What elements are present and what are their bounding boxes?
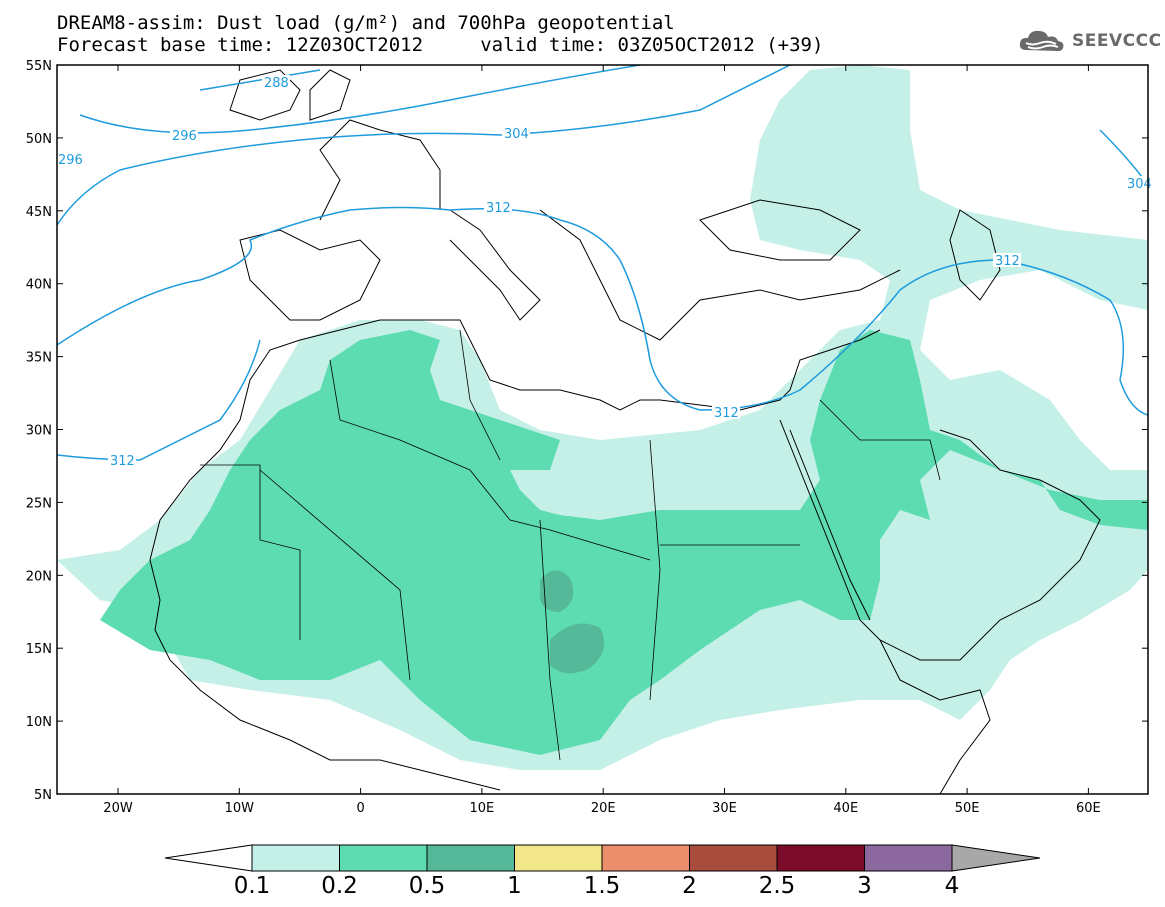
lat-label: 5N: [34, 788, 52, 803]
contour-labels: 288 296 304 312 312 312 312 304 296: [57, 75, 1152, 469]
lon-label: 20E: [591, 801, 616, 816]
colorbar-label: 1.5: [584, 873, 621, 899]
colorbar-label: 2: [682, 873, 697, 899]
colorbar-box: [601, 844, 690, 872]
longitude-axis: 20W 10W 0 10E 20E 30E 40E 50E 60E: [103, 65, 1101, 816]
seevccc-logo: SEEVCCC: [1018, 26, 1162, 56]
colorbar-box: [251, 844, 340, 872]
colorbar: 0.1 0.2 0.5 1 1.5 2 2.5 3 4: [164, 844, 1041, 899]
lat-label: 35N: [26, 351, 52, 366]
colorbar-box: [426, 844, 515, 872]
contour-label-312-a: 312: [486, 201, 511, 216]
colorbar-label: 2.5: [759, 873, 796, 899]
map-title-line-2: Forecast base time: 12Z03OCT2012 valid t…: [57, 34, 824, 56]
colorbar-label: 1: [507, 873, 522, 899]
colorbar-label: 0.5: [409, 873, 446, 899]
lon-label: 10W: [225, 801, 255, 816]
contour-label-312-d: 312: [110, 454, 135, 469]
lat-label: 10N: [26, 715, 52, 730]
lat-label: 15N: [26, 642, 52, 657]
colorbar-box: [776, 844, 865, 872]
colorbar-label: 0.1: [234, 873, 271, 899]
dust-shade-0.5-1: [540, 570, 605, 674]
lon-label: 40E: [833, 801, 858, 816]
lat-label: 20N: [26, 569, 52, 584]
colorbar-below-arrow: [164, 844, 253, 872]
lon-label: 10E: [470, 801, 495, 816]
contour-label-312-b: 312: [714, 406, 739, 421]
coastlines: [149, 69, 1101, 794]
geopotential-contours: [57, 65, 1148, 461]
contour-label-296: 296: [172, 129, 197, 144]
dust-shade-0.2-0.5: [100, 330, 1148, 755]
lat-label: 40N: [26, 278, 52, 293]
colorbar-label: 3: [857, 873, 872, 899]
lat-label: 25N: [26, 496, 52, 511]
logo-text: SEEVCCC: [1072, 31, 1162, 51]
latitude-axis: 55N 50N 45N 40N 35N 30N 25N 20N 15N 10N 5N: [26, 59, 1148, 803]
contour-label-304-b: 304: [1127, 177, 1152, 192]
country-borders: [200, 329, 941, 761]
lon-label: 0: [356, 801, 364, 816]
lat-label: 45N: [26, 205, 52, 220]
colorbar-above-arrow: [951, 844, 1041, 872]
colorbar-box: [864, 844, 953, 872]
cloud-icon: [1019, 30, 1064, 51]
colorbar-label: 0.2: [321, 873, 358, 899]
lon-label: 20W: [103, 801, 133, 816]
lon-label: 60E: [1076, 801, 1101, 816]
lon-label: 50E: [955, 801, 980, 816]
colorbar-label: 4: [945, 873, 960, 899]
contour-label-312-c: 312: [995, 254, 1020, 269]
contour-label-304: 304: [504, 127, 529, 142]
lat-label: 55N: [26, 59, 52, 74]
lat-label: 30N: [26, 424, 52, 439]
colorbar-box: [514, 844, 603, 872]
colorbar-box: [689, 844, 778, 872]
lat-label: 50N: [26, 132, 52, 147]
map-title-line-1: DREAM8-assim: Dust load (g/m²) and 700hP…: [57, 12, 675, 34]
contour-label-296-b: 296: [58, 153, 83, 168]
colorbar-box: [339, 844, 428, 872]
contour-label-288: 288: [264, 76, 289, 91]
lon-label: 30E: [712, 801, 737, 816]
